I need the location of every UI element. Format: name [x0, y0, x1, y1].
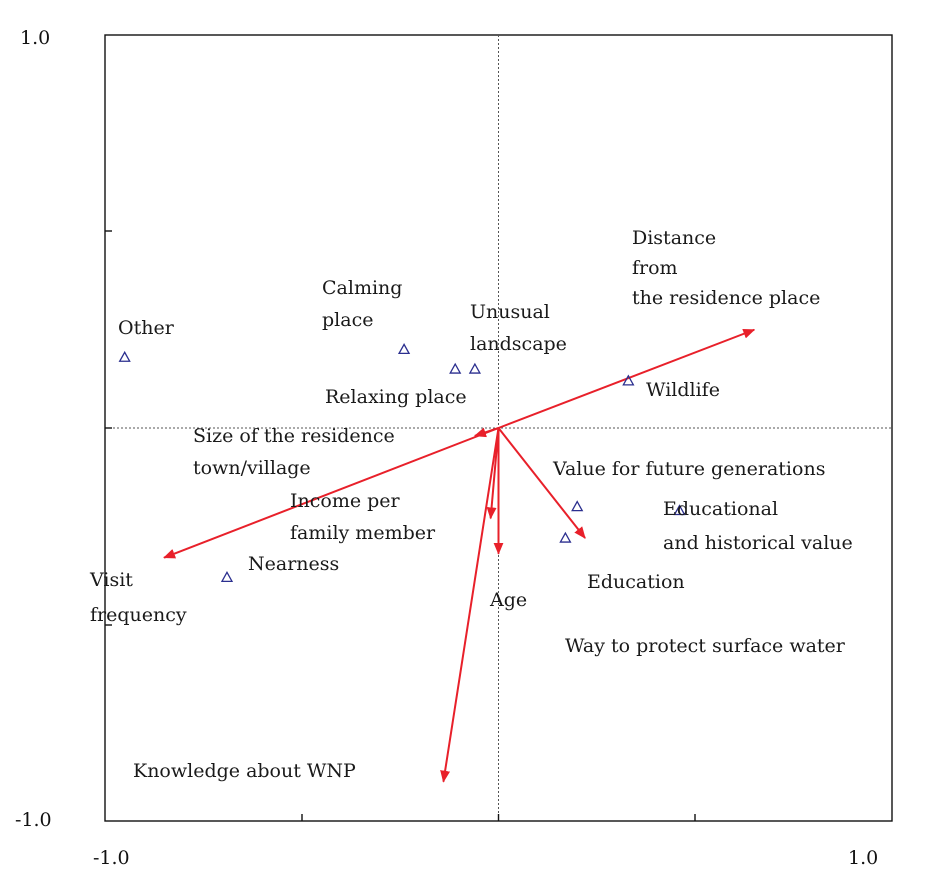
label-surface-water: Way to protect surface water [565, 635, 846, 657]
label-income-1: Income per [290, 490, 401, 512]
x-min-label: -1.0 [93, 847, 130, 869]
label-educational-2: and historical value [663, 532, 853, 554]
arrow-visit-frequency [163, 427, 499, 559]
label-nearness: Nearness [248, 553, 339, 575]
label-wildlife: Wildlife [646, 379, 720, 401]
point-educational-and-historical-value [673, 504, 686, 516]
label-value-future: Value for future generations [552, 458, 825, 480]
point-unusual-landscape-a [449, 362, 462, 374]
label-unusual-2: landscape [470, 333, 567, 355]
arrow-knowledge-about-wnp [440, 427, 500, 783]
label-visit-2: frequency [90, 604, 187, 626]
labels-layer: Other Calming place Unusual landscape Re… [89, 227, 853, 782]
label-distance-3: the residence place [632, 287, 820, 309]
label-calming-1: Calming [322, 277, 402, 299]
label-age: Age [489, 589, 527, 611]
point-value-for-future-generations [571, 500, 584, 512]
y-max-label: 1.0 [20, 27, 50, 49]
x-axis-ticks [301, 814, 696, 821]
label-knowledge: Knowledge about WNP [133, 760, 356, 782]
label-income-2: family member [290, 522, 436, 544]
point-unusual-landscape-b [468, 362, 481, 374]
point-wildlife [622, 374, 635, 386]
label-other: Other [118, 317, 175, 339]
label-distance-2: from [632, 257, 678, 279]
label-visit-1: Visit [89, 569, 133, 591]
label-size-2: town/village [193, 457, 311, 479]
point-calming-place [397, 343, 411, 355]
point-education [559, 531, 572, 543]
label-relaxing: Relaxing place [325, 386, 467, 408]
points-layer [118, 343, 686, 582]
label-unusual-1: Unusual [470, 301, 550, 323]
label-calming-2: place [322, 309, 373, 331]
arrow-way-to-protect-surface-water [497, 427, 586, 539]
y-axis-ticks [105, 230, 112, 626]
x-max-label: 1.0 [848, 847, 878, 869]
point-nearness [220, 571, 234, 582]
point-other [118, 350, 131, 362]
label-size-1: Size of the residence [193, 425, 395, 447]
label-education: Education [587, 571, 685, 593]
arrow-income-per-family-member [486, 427, 500, 520]
label-educational-1: Educational [663, 498, 778, 520]
label-distance-1: Distance [632, 227, 716, 249]
y-min-label: -1.0 [15, 809, 52, 831]
